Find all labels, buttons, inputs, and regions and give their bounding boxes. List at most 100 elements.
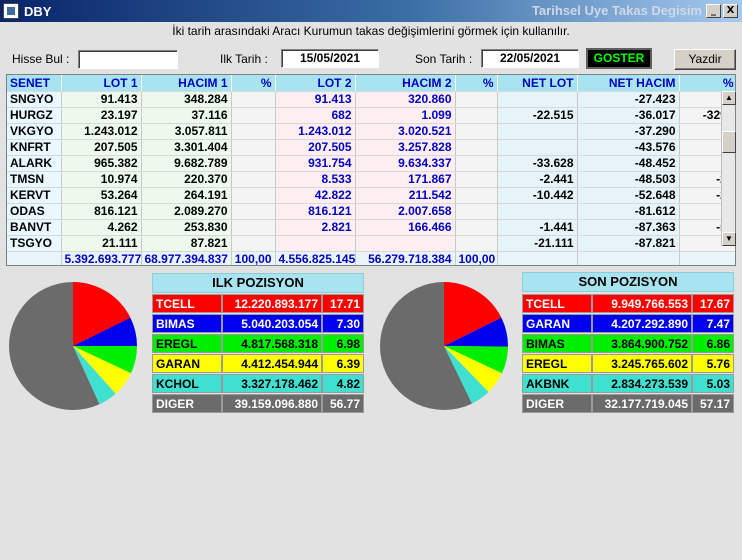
pie-slice-diger — [380, 282, 472, 410]
position-name: BIMAS — [152, 314, 222, 333]
cell-net-hacim: -87.821 — [577, 235, 680, 252]
hisse-bul-input[interactable] — [78, 50, 178, 69]
cell-lot1: 10.974 — [61, 171, 142, 188]
table-row[interactable]: KERVT 53.264 264.191 42.822 211.542 -10.442 -5… — [7, 187, 735, 204]
cell-pct2 — [455, 235, 498, 252]
cell-hacim1: 3.301.404 — [141, 139, 232, 156]
col-header-net-lot[interactable]: NET LOT — [497, 75, 578, 92]
pie-slice-garan — [73, 346, 131, 394]
position-row: EREGL 4.817.568.318 6.98 — [152, 334, 364, 354]
scroll-up-icon[interactable]: ▲ — [722, 91, 736, 105]
position-name: TCELL — [522, 294, 592, 313]
cell-senet: ODAS — [7, 203, 62, 220]
cell-hacim2: 166.466 — [355, 219, 456, 236]
cell-pct2 — [455, 139, 498, 156]
cell-senet: TMSN — [7, 171, 62, 188]
table-row[interactable]: HURGZ 23.197 37.116 682 1.099 -22.515 -36.017-… — [7, 107, 735, 124]
cell-net-hacim: -87.363 — [577, 219, 680, 236]
position-value: 39.159.096.880 — [222, 394, 322, 413]
col-header-lot1[interactable]: LOT 1 — [61, 75, 142, 92]
son-tarih-input[interactable]: 22/05/2021 — [481, 49, 579, 68]
cell-net-hacim: -36.017 — [577, 107, 680, 124]
grid-vertical-scrollbar[interactable]: ▲ ▼ — [721, 91, 736, 246]
cell-net-lot — [497, 123, 578, 140]
cell-pct1 — [231, 139, 276, 156]
col-header-senet[interactable]: SENET — [7, 75, 62, 92]
minimize-button[interactable]: _ — [706, 4, 721, 18]
position-name: DIGER — [522, 394, 592, 413]
col-header-pct2[interactable]: % — [455, 75, 498, 92]
position-name: EREGL — [522, 354, 592, 373]
close-button[interactable]: X — [723, 4, 738, 18]
cell-net-hacim: -48.452 — [577, 155, 680, 172]
col-header-hacim1[interactable]: HACIM 1 — [141, 75, 232, 92]
position-pct: 5.03 — [692, 374, 734, 393]
cell-lot2: 682 — [275, 107, 356, 124]
col-header-net-pct[interactable]: % — [679, 75, 735, 92]
position-name: DIGER — [152, 394, 222, 413]
position-name: TCELL — [152, 294, 222, 313]
cell-pct2 — [455, 123, 498, 140]
cell-hacim1: 37.116 — [141, 107, 232, 124]
table-row[interactable]: BANVT 4.262 253.830 2.821 166.466 -1.441 -87.3… — [7, 219, 735, 236]
pie-slice-tcell — [444, 282, 502, 346]
cell-lot2: 8.533 — [275, 171, 356, 188]
col-header-hacim2[interactable]: HACIM 2 — [355, 75, 456, 92]
cell-pct1 — [231, 187, 276, 204]
cell-lot2: 1.243.012 — [275, 123, 356, 140]
position-value: 12.220.893.177 — [222, 294, 322, 313]
cell-pct1 — [231, 171, 276, 188]
position-row: TCELL 9.949.766.553 17.67 — [522, 294, 734, 314]
cell-net-hacim: -37.290 — [577, 123, 680, 140]
position-name: KCHOL — [152, 374, 222, 393]
table-row[interactable]: ALARK 965.382 9.682.789 931.754 9.634.337 -33… — [7, 155, 735, 172]
position-name: GARAN — [522, 314, 592, 333]
ilk-pozisyon-title: ILK POZISYON — [152, 273, 364, 293]
col-header-lot2[interactable]: LOT 2 — [275, 75, 356, 92]
table-row[interactable]: ODAS 816.121 2.089.270 816.121 2.007.658 -81.… — [7, 203, 735, 220]
position-pct: 17.71 — [322, 294, 364, 313]
position-row: BIMAS 3.864.900.752 6.86 — [522, 334, 734, 354]
pie-slice-eregl — [444, 346, 502, 393]
table-row[interactable]: TSGYO 21.111 87.821 -21.111 -87.821 — [7, 235, 735, 252]
cell-net-lot: -10.442 — [497, 187, 578, 204]
cell-lot1: 207.505 — [61, 139, 142, 156]
table-row[interactable]: VKGYO 1.243.012 3.057.811 1.243.012 3.020.52… — [7, 123, 735, 140]
table-row[interactable]: SNGYO 91.413 348.284 91.413 320.860 -27.423 — [7, 91, 735, 108]
son-pozisyon-title: SON POZISYON — [522, 272, 734, 292]
app-icon — [3, 3, 19, 19]
takas-grid[interactable]: SENET LOT 1 HACIM 1 % LOT 2 HACIM 2 % NE… — [6, 74, 736, 266]
window-title: DBY — [24, 3, 52, 19]
total-lot2: 4.556.825.145 — [275, 251, 356, 265]
cell-pct2 — [455, 107, 498, 124]
cell-hacim1: 253.830 — [141, 219, 232, 236]
son-pozisyon-pie-chart — [380, 282, 508, 410]
cell-hacim1: 264.191 — [141, 187, 232, 204]
cell-pct2 — [455, 171, 498, 188]
cell-lot1: 1.243.012 — [61, 123, 142, 140]
position-name: BIMAS — [522, 334, 592, 353]
position-pct: 6.39 — [322, 354, 364, 373]
yazdir-button[interactable]: Yazdir — [674, 49, 736, 70]
cell-lot1: 91.413 — [61, 91, 142, 108]
table-row[interactable]: TMSN 10.974 220.370 8.533 171.867 -2.441 -48.5… — [7, 171, 735, 188]
cell-hacim2: 9.634.337 — [355, 155, 456, 172]
cell-pct2 — [455, 219, 498, 236]
table-row[interactable]: KNFRT 207.505 3.301.404 207.505 3.257.828 -43… — [7, 139, 735, 156]
col-header-net-hacim[interactable]: NET HACIM — [577, 75, 680, 92]
cell-pct1 — [231, 155, 276, 172]
cell-hacim1: 3.057.811 — [141, 123, 232, 140]
cell-lot1: 816.121 — [61, 203, 142, 220]
position-pct: 6.86 — [692, 334, 734, 353]
total-cell — [7, 251, 62, 265]
scroll-down-icon[interactable]: ▼ — [722, 232, 736, 246]
scroll-thumb[interactable] — [722, 131, 736, 153]
cell-senet: KNFRT — [7, 139, 62, 156]
col-header-pct1[interactable]: % — [231, 75, 276, 92]
position-pct: 7.47 — [692, 314, 734, 333]
cell-net-lot: -2.441 — [497, 171, 578, 188]
goster-button[interactable]: GOSTER — [586, 48, 652, 69]
cell-lot2: 91.413 — [275, 91, 356, 108]
ilk-tarih-input[interactable]: 15/05/2021 — [281, 49, 379, 68]
pie-slice-garan — [444, 317, 508, 347]
